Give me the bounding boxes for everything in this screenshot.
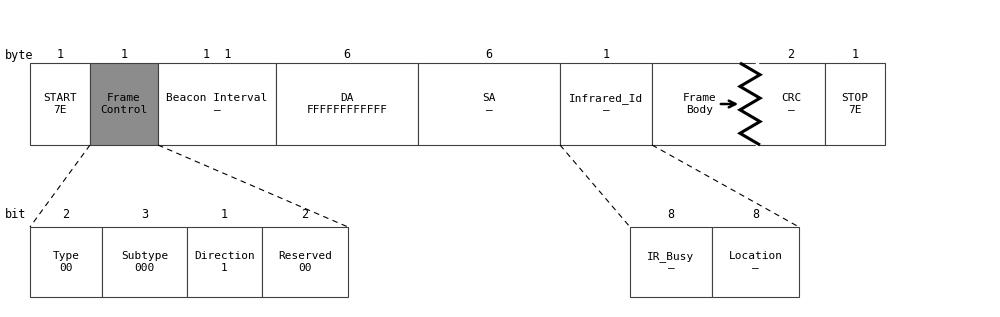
Text: IR_Busy
—: IR_Busy — — [647, 251, 695, 273]
Bar — [276, 63, 418, 145]
Text: 6: 6 — [485, 49, 493, 61]
Text: Direction
1: Direction 1 — [194, 251, 255, 273]
Bar — [30, 63, 90, 145]
Text: 3: 3 — [141, 208, 148, 221]
Text: 8: 8 — [667, 208, 675, 221]
Bar — [262, 227, 348, 297]
Text: Infrared_Id
—: Infrared_Id — — [569, 93, 643, 115]
Bar — [102, 227, 187, 297]
Text: 1: 1 — [851, 49, 859, 61]
Text: Subtype
000: Subtype 000 — [121, 251, 168, 273]
Text: 6: 6 — [343, 49, 351, 61]
Bar — [630, 227, 712, 297]
Text: 1: 1 — [120, 49, 128, 61]
Text: Beacon Interval
—: Beacon Interval — — [166, 93, 268, 115]
Bar — [158, 63, 276, 145]
Bar — [712, 227, 799, 297]
Text: 2: 2 — [301, 208, 309, 221]
Bar — [418, 63, 560, 145]
Bar — [757, 63, 825, 145]
Text: SA
—: SA — — [482, 93, 496, 115]
Text: 2: 2 — [62, 208, 70, 221]
Text: Frame
Control: Frame Control — [100, 93, 148, 115]
Text: STOP
7E: STOP 7E — [842, 93, 869, 115]
Bar — [652, 63, 757, 145]
Text: byte: byte — [5, 49, 34, 61]
Bar — [825, 63, 885, 145]
Text: bit: bit — [5, 208, 26, 221]
Text: START
7E: START 7E — [43, 93, 77, 115]
Text: 2: 2 — [787, 49, 795, 61]
Text: Type
00: Type 00 — [52, 251, 79, 273]
Text: CRC
—: CRC — — [781, 93, 801, 115]
Text: Location
—: Location — — [728, 251, 782, 273]
Text: 1  1: 1 1 — [203, 49, 231, 61]
Text: Frame
Body: Frame Body — [683, 93, 716, 115]
Bar — [187, 227, 262, 297]
Text: 8: 8 — [752, 208, 759, 221]
Bar — [90, 63, 158, 145]
Text: 1: 1 — [56, 49, 64, 61]
Text: 1: 1 — [602, 49, 610, 61]
Text: 1: 1 — [221, 208, 228, 221]
Text: DA
FFFFFFFFFFFF: DA FFFFFFFFFFFF — [306, 93, 388, 115]
Bar — [30, 227, 102, 297]
Bar — [560, 63, 652, 145]
Text: Reserved
00: Reserved 00 — [278, 251, 332, 273]
